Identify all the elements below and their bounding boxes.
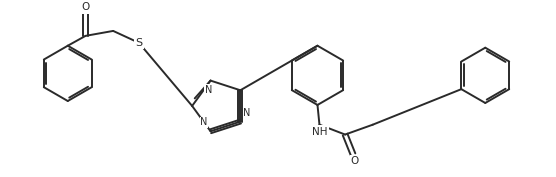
Text: N: N [200,117,207,127]
Text: S: S [135,38,142,48]
Text: NH: NH [312,127,327,137]
Text: N: N [205,85,212,95]
Text: N: N [244,108,251,118]
Text: O: O [351,156,359,166]
Text: O: O [81,2,90,12]
